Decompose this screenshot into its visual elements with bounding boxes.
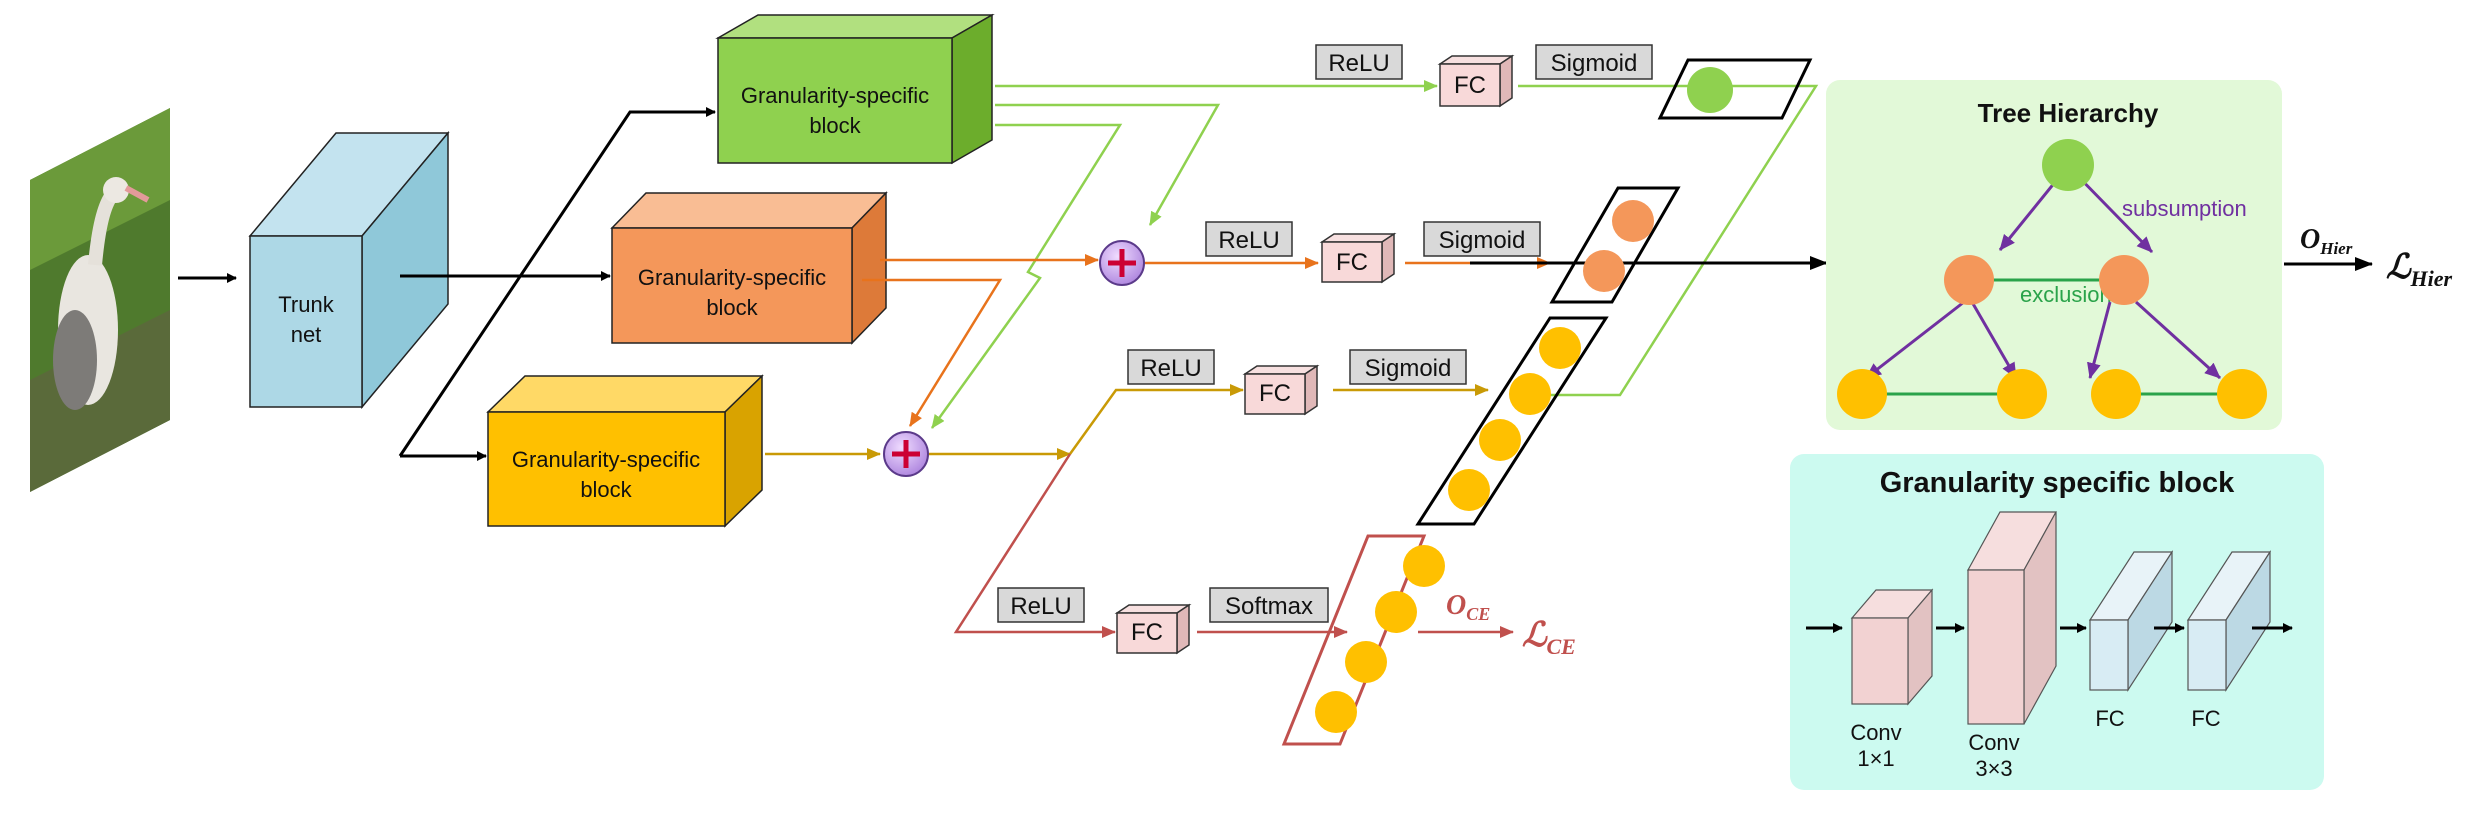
plus-node-bottom — [883, 431, 929, 477]
relu-label-1: ReLU — [1328, 50, 1389, 77]
head-orange: ReLU FC Sigmoid — [1205, 221, 1541, 284]
orange-node-2 — [1583, 250, 1625, 292]
tree-mid-node-left — [1944, 255, 1994, 305]
relu-label-3: ReLU — [1140, 355, 1201, 382]
exclusion-label: exclusion — [2020, 282, 2112, 307]
fc-label-4: FC — [1131, 619, 1163, 646]
output-vector-gold — [1415, 316, 1609, 526]
green-node — [1687, 67, 1733, 113]
o-hier-symbol: OHier — [2300, 224, 2353, 258]
l-hier-symbol: ℒHier — [2386, 249, 2452, 291]
gold-connections — [765, 384, 1489, 460]
softmax-label: Softmax — [1225, 593, 1313, 620]
green-block-label-1: Granularity-specific — [741, 83, 929, 108]
yellow-block-label-1: Granularity-specific — [512, 447, 700, 472]
granularity-block-orange: Granularity-specific block — [610, 191, 888, 345]
conv1-label-a: Conv — [1850, 720, 1901, 745]
yellow-node-1 — [1539, 327, 1581, 369]
trunk-net-block: Trunk net — [248, 130, 450, 410]
bird-image — [30, 108, 170, 492]
head-gold: ReLU FC Sigmoid — [1127, 349, 1467, 416]
relu-label-2: ReLU — [1218, 227, 1279, 254]
tree-leaf-4 — [2217, 369, 2267, 419]
granularity-block-yellow: Granularity-specific block — [486, 374, 764, 528]
conv2-label-b: 3×3 — [1975, 756, 2012, 781]
red-connections — [953, 453, 1514, 638]
output-vector-green — [1657, 58, 1813, 120]
relu-label-4: ReLU — [1010, 593, 1071, 620]
sigmoid-label-3: Sigmoid — [1365, 355, 1452, 382]
gsb-legend-panel: Granularity specific block Conv 1×1 Conv… — [1790, 454, 2324, 790]
output-vector-orange — [1549, 186, 1681, 304]
fc-label-2: FC — [1336, 249, 1368, 276]
output-vector-softmax — [1281, 534, 1427, 746]
softmax-node-2 — [1375, 591, 1417, 633]
orange-node-1 — [1612, 200, 1654, 242]
trunk-label-line1: Trunk — [278, 292, 334, 317]
head-softmax: ReLU FC Softmax — [997, 587, 1329, 655]
arrow-trunk-to-green — [398, 107, 716, 457]
softmax-node-3 — [1345, 641, 1387, 683]
fc-label-3: FC — [1259, 380, 1291, 407]
sigmoid-label-2: Sigmoid — [1439, 227, 1526, 254]
o-ce-symbol: OCE — [1446, 590, 1490, 624]
tree-leaf-3 — [2091, 369, 2141, 419]
l-ce-symbol: ℒCE — [1522, 617, 1576, 659]
tree-leaf-1 — [1837, 369, 1887, 419]
yellow-node-2 — [1509, 373, 1551, 415]
head-green: ReLU FC Sigmoid — [1315, 44, 1653, 108]
green-block-label-2: block — [809, 113, 861, 138]
subsumption-label: subsumption — [2122, 196, 2247, 221]
tree-leaf-2 — [1997, 369, 2047, 419]
yellow-block-label-2: block — [580, 477, 632, 502]
tree-root-node — [2042, 139, 2094, 191]
softmax-node-1 — [1403, 545, 1445, 587]
orange-block-label-2: block — [706, 295, 758, 320]
tree-title: Tree Hierarchy — [1978, 98, 2159, 128]
orange-block-label-1: Granularity-specific — [638, 265, 826, 290]
orange-connections — [862, 254, 1551, 427]
softmax-node-4 — [1315, 691, 1357, 733]
yellow-node-3 — [1479, 419, 1521, 461]
green-to-tree-line — [1540, 84, 1819, 397]
conv2-label-a: Conv — [1968, 730, 2019, 755]
green-connections — [930, 80, 1540, 429]
gsb-legend-title: Granularity specific block — [1880, 467, 2235, 499]
conv1-label-b: 1×1 — [1857, 746, 1894, 771]
granularity-block-green: Granularity-specific block — [715, 13, 995, 165]
fc-label-1: FC — [1454, 72, 1486, 99]
plus-node-top — [1099, 240, 1145, 286]
trunk-label-line2: net — [291, 322, 322, 347]
sigmoid-label-1: Sigmoid — [1551, 50, 1638, 77]
tree-hierarchy-panel: Tree Hierarchy subsumption exclusion — [1826, 80, 2282, 430]
fc2-legend-label: FC — [2191, 706, 2220, 731]
yellow-node-4 — [1448, 469, 1490, 511]
fc1-legend-label: FC — [2095, 706, 2124, 731]
tree-mid-node-right — [2099, 255, 2149, 305]
